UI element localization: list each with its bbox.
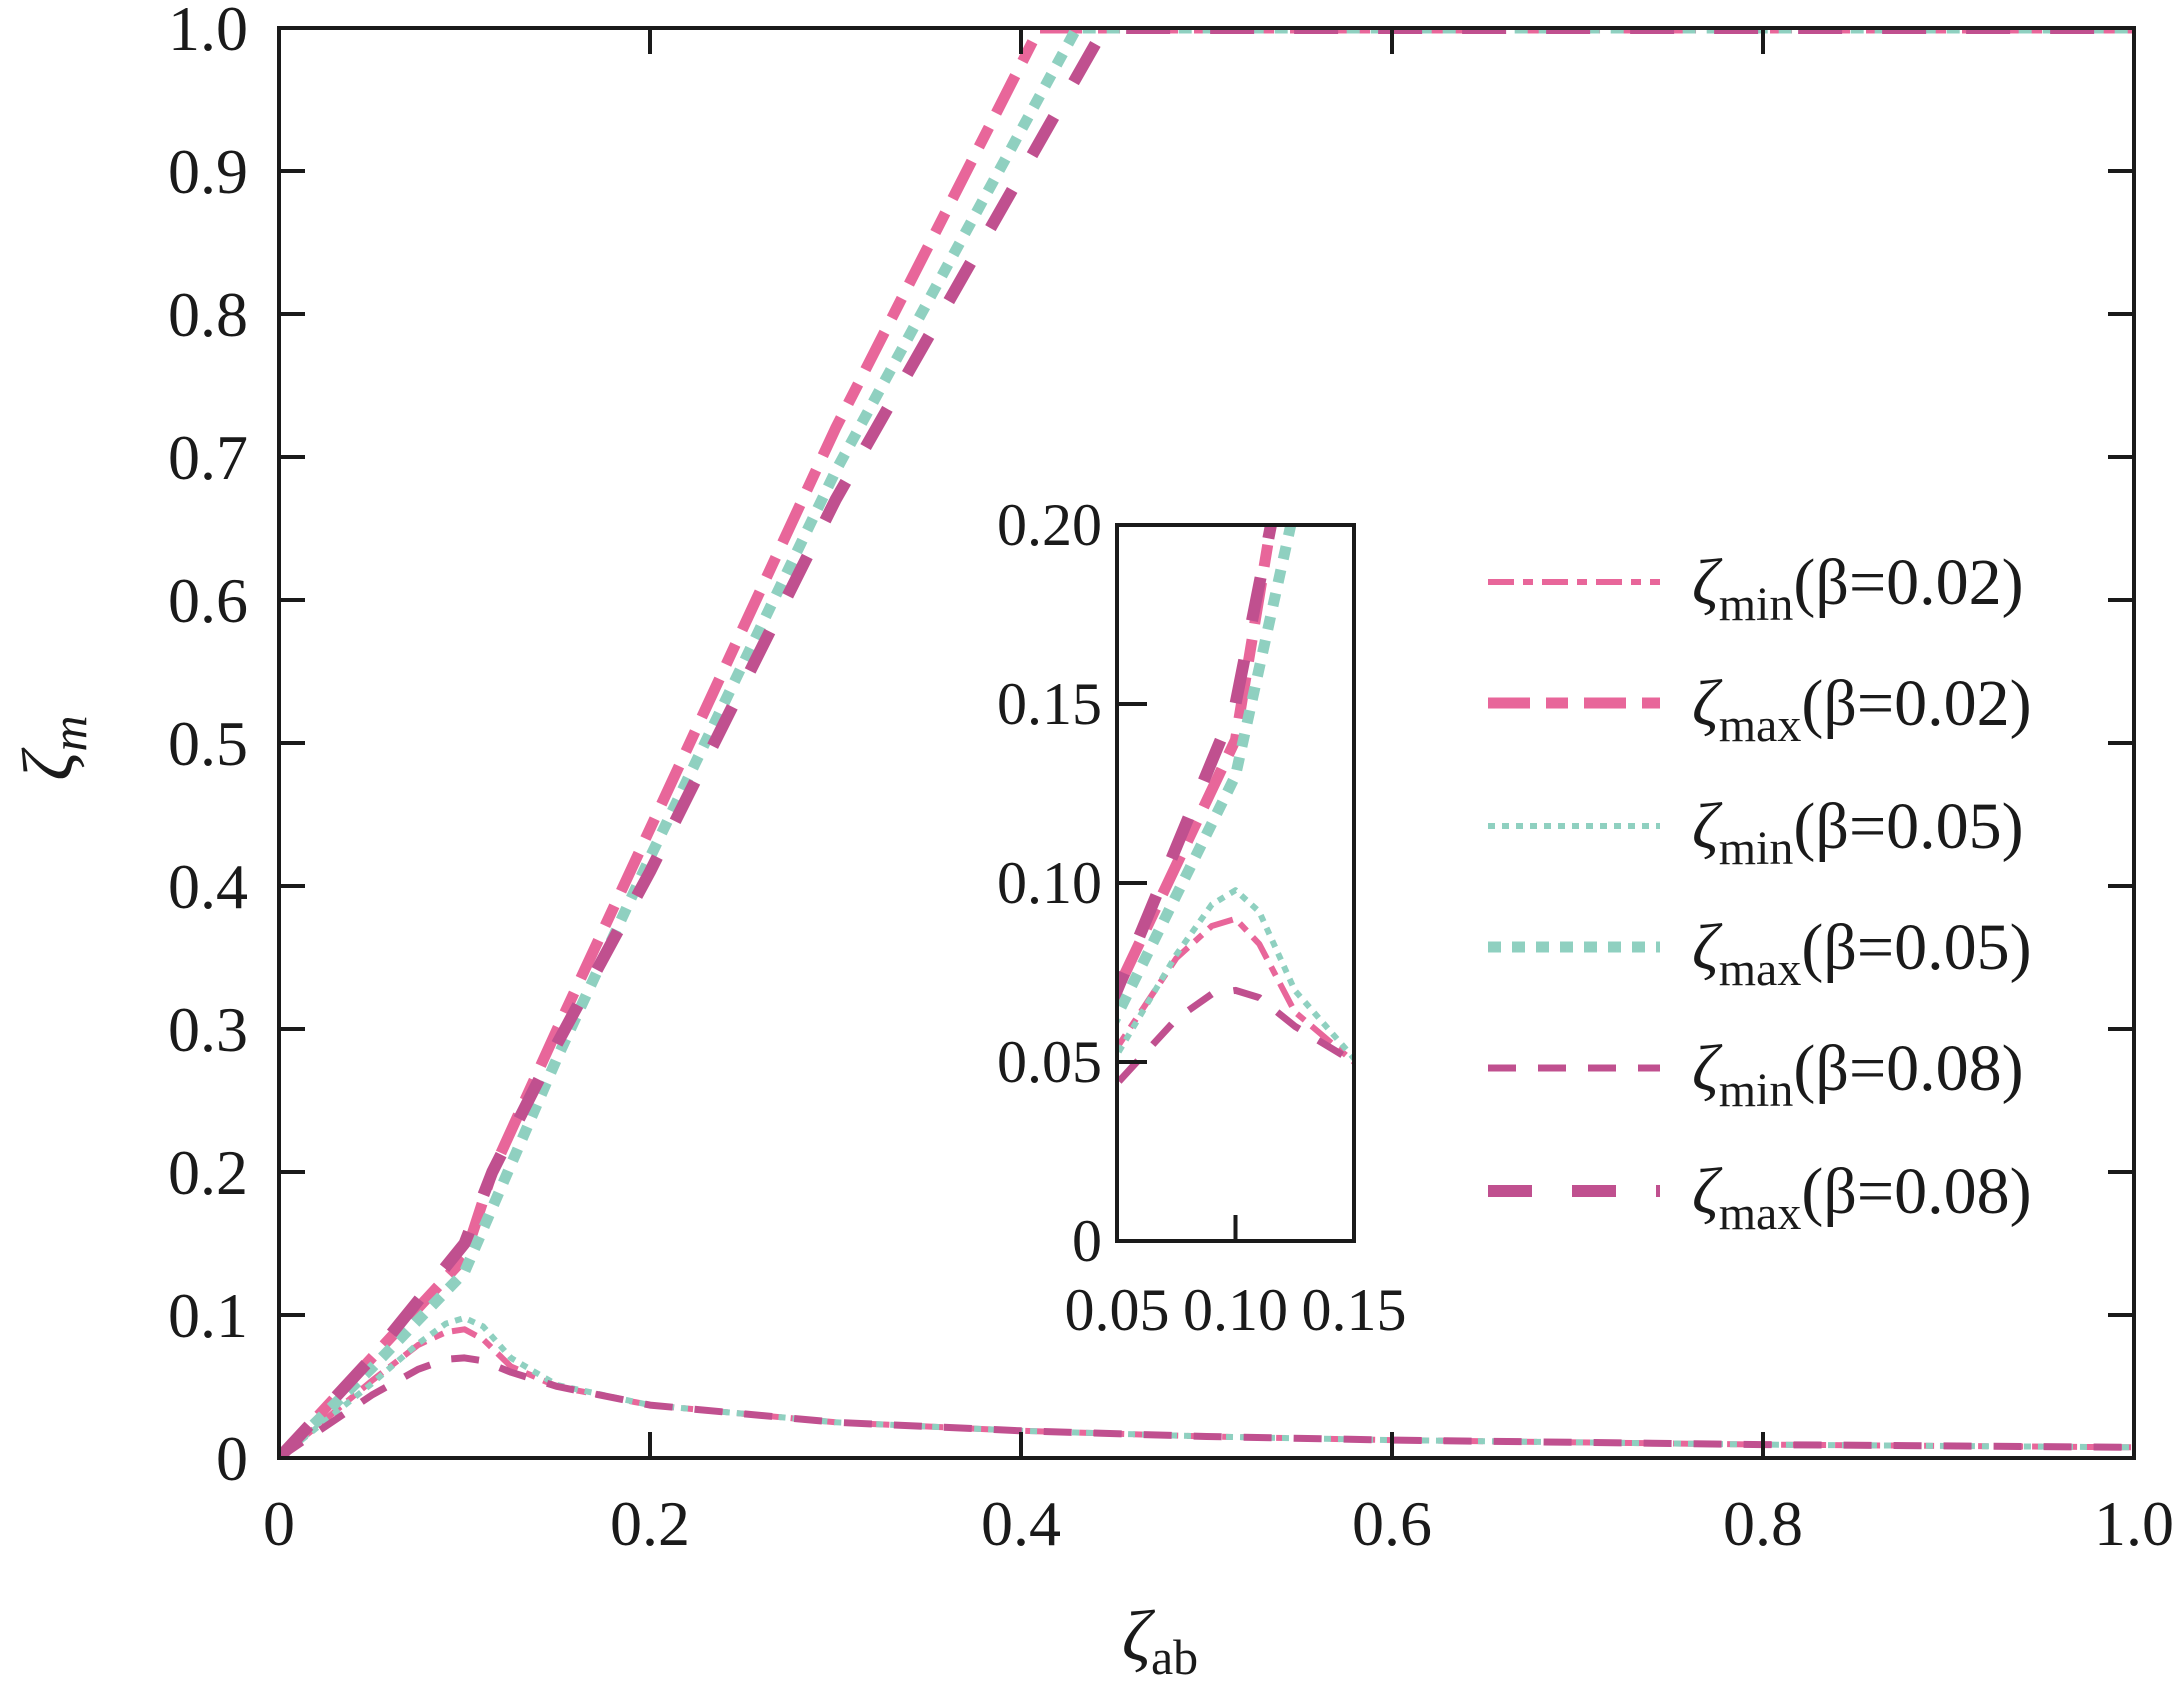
legend-label: ζmin(β=0.08) xyxy=(1692,1032,2024,1117)
inset-background xyxy=(1117,525,1354,1241)
legend: ζmin(β=0.02) ζmax(β=0.02) ζmin(β=0.05) ζmax… xyxy=(1488,546,2032,1240)
y-tick-label: 0.9 xyxy=(168,136,248,207)
x-tick-label: 1.0 xyxy=(2094,1488,2174,1559)
main-series-line-2 xyxy=(279,28,2134,1458)
inset-y-tick-label: 0.10 xyxy=(997,850,1102,916)
inset-y-tick-label: 0.05 xyxy=(997,1029,1102,1095)
inset-plot-lines xyxy=(1117,525,1354,1090)
x-tick-label: 0.8 xyxy=(1723,1488,1803,1559)
legend-entry-2: ζmax(β=0.02) xyxy=(1488,667,2032,752)
inset-x-tick-label: 0.15 xyxy=(1302,1277,1407,1343)
x-tick-label: 0.2 xyxy=(610,1488,690,1559)
inset-y-tick-label: 0.20 xyxy=(997,492,1102,558)
y-tick-label: 0.2 xyxy=(168,1137,248,1208)
legend-entry-6: ζmax(β=0.08) xyxy=(1488,1155,2032,1240)
y-tick-label: 0.7 xyxy=(168,422,248,493)
legend-label: ζmax(β=0.05) xyxy=(1692,911,2032,996)
x-tick-label: 0 xyxy=(263,1488,295,1559)
y-tick-label: 0.6 xyxy=(168,565,248,636)
inset-series-line-3 xyxy=(1117,887,1354,1062)
legend-label: ζmax(β=0.02) xyxy=(1692,667,2032,752)
legend-entry-4: ζmax(β=0.05) xyxy=(1488,911,2032,996)
y-tick-label: 0.4 xyxy=(168,851,248,922)
legend-label: ζmin(β=0.05) xyxy=(1692,790,2024,875)
y-tick-label: 0 xyxy=(216,1423,248,1494)
x-tick-label: 0.4 xyxy=(981,1488,1061,1559)
x-axis-title: ζab xyxy=(1122,1596,1198,1684)
legend-label: ζmin(β=0.02) xyxy=(1692,546,2024,631)
inset-series-line-4 xyxy=(1117,525,1297,1028)
main-plot-lines xyxy=(279,28,2134,1458)
inset-x-tick-label: 0.10 xyxy=(1183,1277,1288,1343)
legend-label: ζmax(β=0.08) xyxy=(1692,1155,2032,1240)
main-axes-ticks: 0 0.2 0.4 0.6 0.8 1.0 0 0.1 0.2 0.3 0.4 0.5 0.6 0.7 0.… xyxy=(168,0,2174,1559)
inset-series-line-5 xyxy=(1117,986,1354,1090)
y-tick-label: 0.5 xyxy=(168,708,248,779)
main-series-line-5 xyxy=(279,1354,2134,1458)
x-tick-label: 0.6 xyxy=(1352,1488,1432,1559)
legend-entry-3: ζmin(β=0.05) xyxy=(1488,790,2024,875)
inset-y-tick-label: 0.15 xyxy=(997,671,1102,737)
y-tick-label: 0.3 xyxy=(168,994,248,1065)
y-tick-label: 1.0 xyxy=(168,0,248,64)
main-series-line-6 xyxy=(279,28,2134,1458)
legend-entry-5: ζmin(β=0.08) xyxy=(1488,1032,2024,1117)
legend-entry-1: ζmin(β=0.02) xyxy=(1488,546,2024,631)
y-axis-title: ζm xyxy=(8,715,97,780)
inset-x-tick-label: 0.05 xyxy=(1065,1277,1170,1343)
y-tick-label: 0.1 xyxy=(168,1280,248,1351)
y-tick-label: 0.8 xyxy=(168,279,248,350)
main-series-line-4 xyxy=(279,28,2134,1458)
inset-y-tick-label: 0 xyxy=(1072,1208,1102,1274)
